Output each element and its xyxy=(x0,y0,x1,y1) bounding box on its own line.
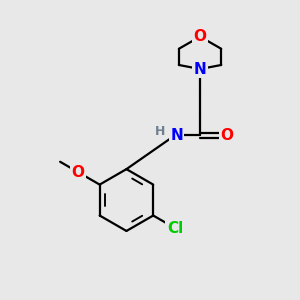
Text: O: O xyxy=(71,165,85,180)
Text: H: H xyxy=(154,125,165,138)
Text: O: O xyxy=(220,128,233,143)
Text: N: N xyxy=(170,128,183,143)
Text: N: N xyxy=(194,61,206,76)
Text: O: O xyxy=(194,29,207,44)
Text: Cl: Cl xyxy=(167,220,183,236)
